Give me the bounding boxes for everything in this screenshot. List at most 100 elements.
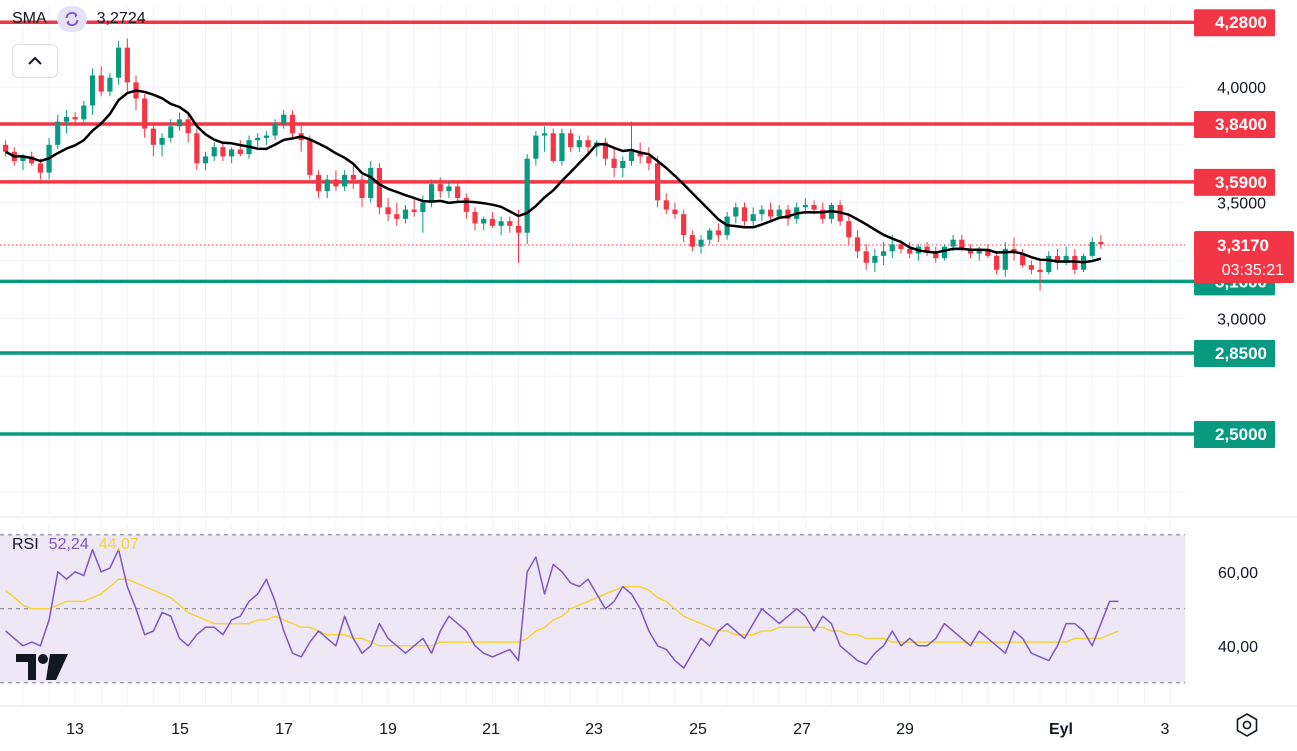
candle bbox=[133, 75, 139, 111]
candle bbox=[611, 149, 617, 178]
candle-body bbox=[428, 184, 435, 203]
candle-body bbox=[950, 239, 956, 247]
candle-body bbox=[98, 75, 104, 92]
candle-body bbox=[959, 239, 965, 249]
candle-body bbox=[420, 202, 426, 212]
candle-body bbox=[116, 47, 122, 78]
candle-body bbox=[759, 209, 765, 215]
candle bbox=[176, 112, 183, 131]
candle bbox=[481, 216, 487, 231]
candle-body bbox=[767, 209, 774, 217]
candle bbox=[324, 174, 330, 199]
chevron-up-icon bbox=[28, 56, 42, 65]
candle bbox=[550, 128, 556, 164]
level-value: 2,5000 bbox=[1215, 425, 1267, 444]
candle-body bbox=[568, 133, 574, 148]
time-tick-label: 3 bbox=[1161, 721, 1170, 738]
candle bbox=[689, 230, 695, 252]
candle-body bbox=[376, 167, 382, 208]
candle-body bbox=[672, 209, 678, 215]
candle-body bbox=[498, 221, 504, 226]
candle bbox=[1020, 248, 1026, 268]
candle-body bbox=[889, 244, 895, 252]
candle-body bbox=[863, 251, 869, 263]
candle-body bbox=[272, 123, 278, 136]
candle-body bbox=[255, 137, 261, 141]
candle-body bbox=[385, 207, 391, 215]
candle bbox=[654, 156, 661, 208]
candle-body bbox=[281, 114, 287, 124]
candle-body bbox=[1002, 248, 1008, 270]
candle bbox=[150, 123, 156, 157]
candle-body bbox=[107, 77, 113, 92]
candle bbox=[1046, 251, 1052, 275]
candle-body bbox=[524, 158, 530, 233]
time-tick-label: 17 bbox=[275, 721, 293, 738]
candle bbox=[72, 112, 78, 127]
candle bbox=[1028, 260, 1034, 275]
candle bbox=[333, 170, 339, 192]
candle-body bbox=[654, 163, 661, 201]
candle bbox=[81, 100, 87, 124]
candle-body bbox=[1028, 265, 1034, 270]
candle bbox=[368, 161, 374, 203]
candle-body bbox=[898, 244, 904, 249]
candle-body bbox=[463, 198, 469, 212]
candle-body bbox=[185, 119, 191, 134]
candle-body bbox=[785, 209, 791, 219]
candle-body bbox=[350, 174, 356, 180]
candle bbox=[63, 110, 70, 134]
candle bbox=[663, 193, 669, 215]
candle-body bbox=[681, 214, 687, 236]
candle-body bbox=[733, 207, 739, 217]
rsi-ma-value: 44,07 bbox=[98, 536, 139, 553]
settings-icon[interactable] bbox=[1234, 712, 1260, 738]
collapse-legend-button[interactable] bbox=[12, 44, 58, 78]
candle-body bbox=[646, 156, 652, 164]
candle bbox=[220, 142, 226, 162]
candle bbox=[124, 38, 130, 92]
bar-countdown: 03:35:21 bbox=[1222, 262, 1284, 279]
candle-body bbox=[37, 163, 43, 173]
sma-value: 3,2724 bbox=[96, 10, 146, 27]
candle bbox=[941, 244, 948, 261]
candle bbox=[759, 204, 765, 222]
candle bbox=[715, 223, 722, 242]
price-levels bbox=[0, 20, 1197, 436]
resistance-label: 4,2800 bbox=[1194, 9, 1275, 37]
candle-body bbox=[81, 105, 87, 120]
candle-body bbox=[202, 156, 209, 164]
candle bbox=[55, 114, 61, 150]
candle-body bbox=[1089, 241, 1095, 256]
candle bbox=[1002, 241, 1008, 277]
candle-body bbox=[402, 209, 409, 219]
candles bbox=[3, 38, 1104, 291]
candle bbox=[255, 133, 261, 148]
time-tick-label: Eyl bbox=[1049, 721, 1073, 738]
candle-body bbox=[489, 218, 496, 226]
candle-body bbox=[515, 225, 522, 233]
candle-body bbox=[324, 179, 330, 192]
candle-body bbox=[715, 230, 722, 236]
candle-body bbox=[541, 133, 548, 136]
candle-body bbox=[628, 151, 635, 162]
candle-body bbox=[89, 75, 96, 106]
candle bbox=[880, 241, 887, 266]
time-tick-label: 19 bbox=[379, 721, 397, 738]
level-value: 4,2800 bbox=[1215, 13, 1267, 32]
candle bbox=[229, 147, 235, 164]
rsi-ma-line bbox=[5, 578, 1119, 647]
candle bbox=[394, 202, 400, 226]
rsi-tick-label: 60,00 bbox=[1218, 565, 1258, 582]
candle-body bbox=[394, 214, 400, 219]
candle bbox=[437, 177, 443, 199]
rsi-value: 52,24 bbox=[48, 536, 89, 553]
candle bbox=[846, 214, 852, 245]
candle bbox=[1037, 260, 1043, 291]
refresh-icon[interactable] bbox=[56, 6, 87, 32]
candle bbox=[620, 156, 626, 178]
candle bbox=[515, 209, 522, 263]
candle bbox=[1054, 248, 1061, 270]
candle-body bbox=[1037, 269, 1043, 273]
